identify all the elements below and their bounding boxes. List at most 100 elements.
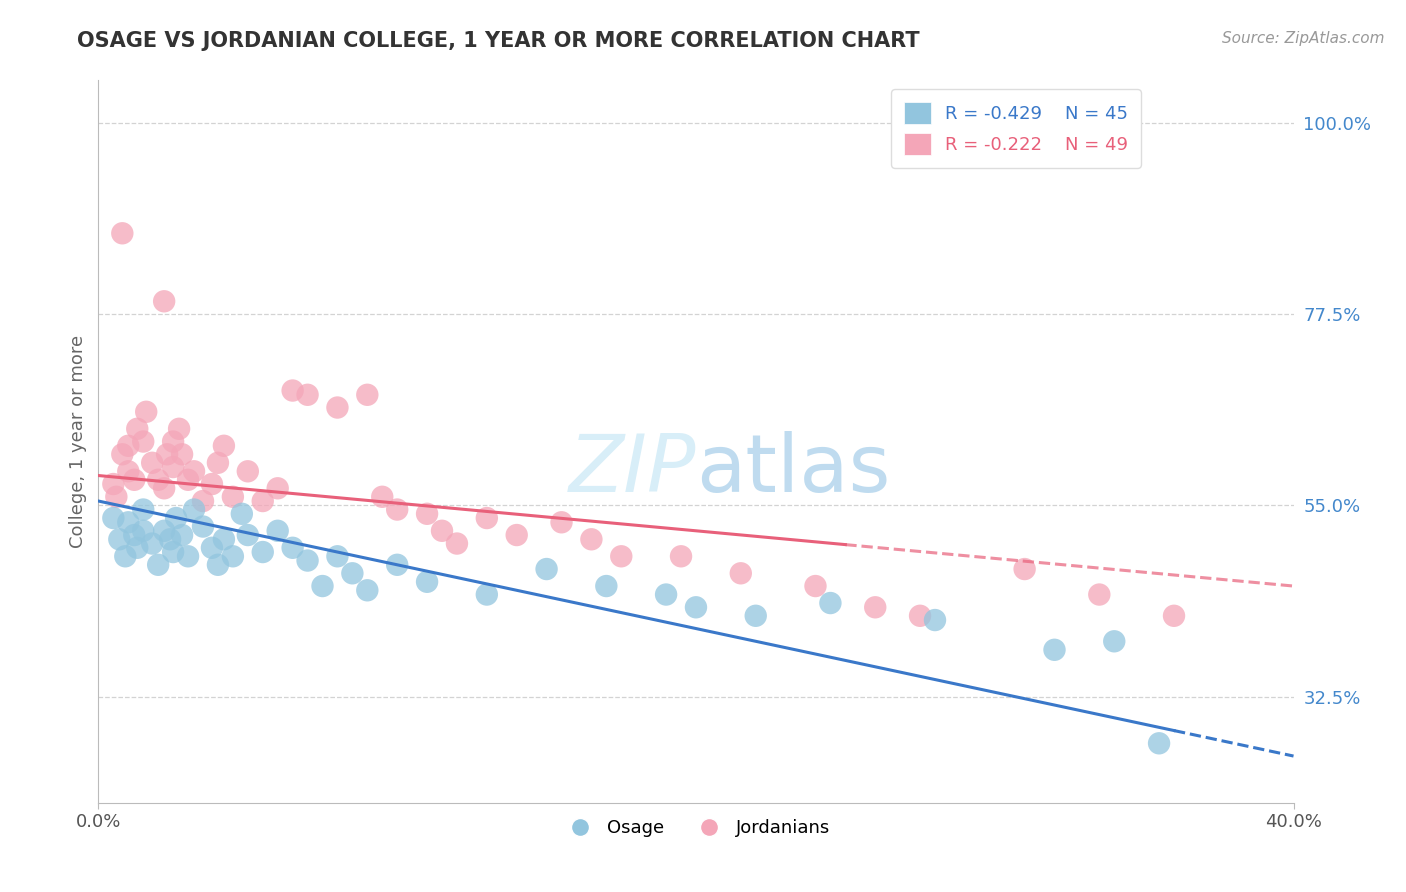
- Point: [135, 405, 157, 419]
- Point: [311, 579, 333, 593]
- Point: [207, 456, 229, 470]
- Point: [297, 553, 319, 567]
- Point: [124, 528, 146, 542]
- Point: [201, 541, 224, 555]
- Point: [156, 447, 179, 461]
- Point: [595, 579, 617, 593]
- Point: [1043, 642, 1066, 657]
- Point: [1147, 736, 1170, 750]
- Point: [162, 545, 184, 559]
- Point: [1104, 634, 1126, 648]
- Point: [177, 473, 200, 487]
- Point: [162, 460, 184, 475]
- Point: [141, 456, 163, 470]
- Point: [183, 502, 205, 516]
- Point: [385, 558, 409, 572]
- Point: [610, 549, 633, 564]
- Point: [908, 608, 931, 623]
- Point: [132, 502, 155, 516]
- Point: [252, 494, 274, 508]
- Point: [108, 533, 131, 547]
- Point: [148, 473, 170, 487]
- Point: [550, 516, 572, 530]
- Text: ZIP: ZIP: [568, 432, 696, 509]
- Point: [506, 528, 529, 542]
- Point: [111, 447, 134, 461]
- Point: [153, 481, 176, 495]
- Point: [117, 439, 139, 453]
- Point: [730, 566, 752, 581]
- Point: [127, 422, 149, 436]
- Point: [222, 490, 245, 504]
- Point: [342, 566, 364, 581]
- Point: [416, 507, 439, 521]
- Point: [475, 511, 498, 525]
- Point: [167, 422, 190, 436]
- Point: [172, 528, 194, 542]
- Point: [117, 516, 139, 530]
- Point: [165, 511, 187, 525]
- Point: [117, 464, 139, 478]
- Point: [297, 388, 319, 402]
- Point: [148, 558, 170, 572]
- Point: [326, 549, 349, 564]
- Point: [177, 549, 200, 564]
- Point: [201, 477, 224, 491]
- Point: [124, 473, 146, 487]
- Point: [103, 511, 125, 525]
- Point: [371, 490, 394, 504]
- Point: [141, 536, 163, 550]
- Point: [252, 545, 274, 559]
- Point: [267, 481, 290, 495]
- Point: [416, 574, 439, 589]
- Y-axis label: College, 1 year or more: College, 1 year or more: [69, 335, 87, 548]
- Point: [191, 494, 214, 508]
- Point: [111, 227, 134, 241]
- Point: [231, 507, 253, 521]
- Point: [356, 388, 378, 402]
- Point: [162, 434, 184, 449]
- Point: [212, 533, 235, 547]
- Point: [1014, 562, 1036, 576]
- Point: [127, 541, 149, 555]
- Point: [236, 528, 259, 542]
- Point: [685, 600, 707, 615]
- Point: [536, 562, 558, 576]
- Point: [191, 519, 214, 533]
- Point: [1163, 608, 1185, 623]
- Legend: Osage, Jordanians: Osage, Jordanians: [554, 812, 838, 845]
- Point: [153, 294, 176, 309]
- Point: [655, 588, 678, 602]
- Point: [356, 583, 378, 598]
- Point: [159, 533, 181, 547]
- Point: [385, 502, 409, 516]
- Point: [581, 533, 603, 547]
- Text: OSAGE VS JORDANIAN COLLEGE, 1 YEAR OR MORE CORRELATION CHART: OSAGE VS JORDANIAN COLLEGE, 1 YEAR OR MO…: [77, 31, 920, 51]
- Point: [132, 434, 155, 449]
- Point: [281, 384, 304, 398]
- Point: [183, 464, 205, 478]
- Point: [924, 613, 946, 627]
- Point: [267, 524, 290, 538]
- Point: [430, 524, 453, 538]
- Text: Source: ZipAtlas.com: Source: ZipAtlas.com: [1222, 31, 1385, 46]
- Point: [103, 477, 125, 491]
- Point: [804, 579, 827, 593]
- Point: [281, 541, 304, 555]
- Point: [865, 600, 887, 615]
- Point: [1088, 588, 1111, 602]
- Point: [105, 490, 128, 504]
- Point: [745, 608, 768, 623]
- Point: [132, 524, 155, 538]
- Point: [172, 447, 194, 461]
- Point: [114, 549, 136, 564]
- Point: [207, 558, 229, 572]
- Point: [475, 588, 498, 602]
- Text: atlas: atlas: [696, 432, 890, 509]
- Point: [236, 464, 259, 478]
- Point: [222, 549, 245, 564]
- Point: [212, 439, 235, 453]
- Point: [820, 596, 842, 610]
- Point: [326, 401, 349, 415]
- Point: [669, 549, 692, 564]
